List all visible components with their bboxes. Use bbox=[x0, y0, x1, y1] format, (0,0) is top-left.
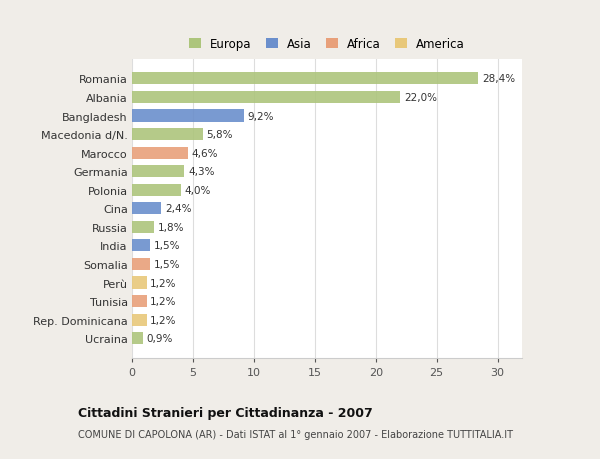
Bar bbox=[132, 73, 478, 85]
Bar bbox=[132, 258, 150, 270]
Text: 1,2%: 1,2% bbox=[150, 315, 177, 325]
Bar bbox=[132, 166, 184, 178]
Text: 1,2%: 1,2% bbox=[150, 278, 177, 288]
Bar bbox=[132, 221, 154, 233]
Text: 1,2%: 1,2% bbox=[150, 297, 177, 307]
Text: 22,0%: 22,0% bbox=[404, 93, 437, 103]
Bar bbox=[132, 332, 143, 344]
Bar bbox=[132, 240, 150, 252]
Text: 9,2%: 9,2% bbox=[248, 111, 274, 121]
Bar bbox=[132, 92, 400, 104]
Text: 5,8%: 5,8% bbox=[206, 130, 233, 140]
Text: 0,9%: 0,9% bbox=[146, 333, 173, 343]
Bar bbox=[132, 147, 188, 159]
Text: 4,3%: 4,3% bbox=[188, 167, 215, 177]
Legend: Europa, Asia, Africa, America: Europa, Asia, Africa, America bbox=[187, 36, 467, 53]
Text: 28,4%: 28,4% bbox=[482, 74, 515, 84]
Bar bbox=[132, 110, 244, 122]
Text: 4,0%: 4,0% bbox=[184, 185, 211, 196]
Text: Cittadini Stranieri per Cittadinanza - 2007: Cittadini Stranieri per Cittadinanza - 2… bbox=[78, 406, 373, 419]
Bar bbox=[132, 296, 146, 308]
Text: 1,8%: 1,8% bbox=[158, 222, 184, 232]
Bar bbox=[132, 203, 161, 215]
Bar bbox=[132, 129, 203, 141]
Bar bbox=[132, 314, 146, 326]
Text: COMUNE DI CAPOLONA (AR) - Dati ISTAT al 1° gennaio 2007 - Elaborazione TUTTITALI: COMUNE DI CAPOLONA (AR) - Dati ISTAT al … bbox=[78, 429, 513, 439]
Text: 2,4%: 2,4% bbox=[165, 204, 191, 214]
Text: 1,5%: 1,5% bbox=[154, 241, 181, 251]
Text: 4,6%: 4,6% bbox=[192, 148, 218, 158]
Bar bbox=[132, 277, 146, 289]
Bar bbox=[132, 185, 181, 196]
Text: 1,5%: 1,5% bbox=[154, 259, 181, 269]
